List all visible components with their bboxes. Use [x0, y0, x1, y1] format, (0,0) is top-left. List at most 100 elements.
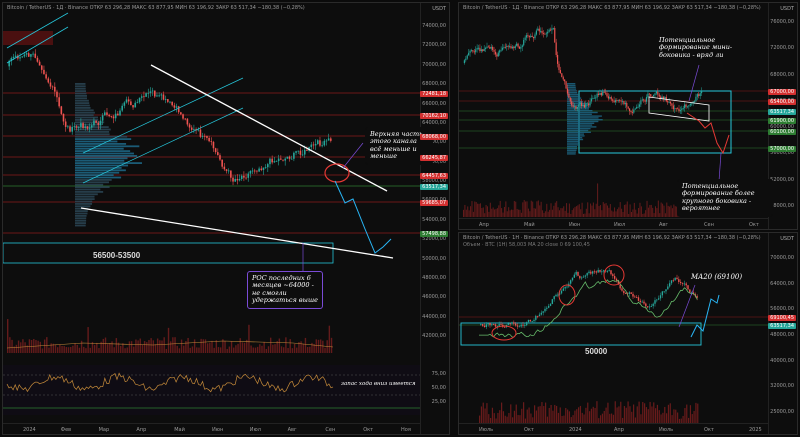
- candle-body: [597, 93, 600, 95]
- volume-profile-bar: [75, 188, 101, 191]
- br-y-axis[interactable]: 70000,00 64000,00 56000,00 48000,00 40000,00…: [768, 233, 797, 434]
- volume-bar: [67, 347, 70, 353]
- tr-x-axis[interactable]: Апр Май Июн Июл Авг Сен Окт: [459, 218, 769, 229]
- volume-bar: [246, 339, 248, 353]
- candle-body: [184, 118, 187, 120]
- candle-body: [67, 126, 69, 128]
- volume-bar: [521, 408, 523, 423]
- candle-body: [615, 278, 618, 281]
- volume-profile-bar: [567, 104, 588, 106]
- candle-body: [645, 96, 648, 102]
- candle-body: [62, 113, 65, 122]
- volume-bar: [667, 205, 669, 217]
- channel-line: [6, 12, 69, 49]
- volume-bar: [263, 341, 265, 353]
- candle-body: [599, 269, 601, 272]
- candle-body: [685, 283, 687, 286]
- volume-bar: [609, 204, 611, 217]
- candle-body: [606, 93, 608, 97]
- candle-body: [684, 104, 686, 109]
- volume-bar: [543, 213, 545, 217]
- br-y-tick: 70000,00: [770, 255, 794, 261]
- volume-profile-bar: [75, 143, 127, 145]
- volume-bar: [259, 344, 261, 353]
- left-x-tick: Сен: [325, 427, 336, 433]
- candle-body: [97, 122, 100, 125]
- volume-bar: [196, 347, 198, 353]
- volume-bar: [542, 210, 544, 217]
- volume-bar: [603, 410, 605, 423]
- volume-bar: [499, 410, 501, 423]
- volume-profile-bar: [75, 109, 94, 112]
- volume-bar: [671, 208, 673, 217]
- left-y-axis[interactable]: 74000,00 72000,00 70000,00 68000,00 66000,00…: [420, 3, 449, 434]
- candle-body: [82, 123, 84, 128]
- volume-profile-bar: [75, 222, 86, 224]
- volume-bar: [506, 211, 508, 217]
- candle-body: [663, 291, 665, 293]
- volume-bar: [631, 411, 633, 423]
- candle-body: [552, 27, 554, 29]
- br-price-chart[interactable]: [459, 233, 797, 434]
- candle-body: [522, 324, 524, 326]
- candle-body: [647, 93, 649, 97]
- candle-body: [208, 137, 210, 142]
- candle-body: [654, 300, 656, 304]
- candle-body: [238, 178, 241, 181]
- br-x-tick: Окт: [704, 427, 714, 433]
- volume-bar: [293, 343, 296, 353]
- candle-body: [492, 324, 495, 325]
- candle-body: [613, 276, 616, 279]
- candle-body: [699, 93, 701, 96]
- volume-bar: [596, 401, 598, 423]
- br-x-tick: Окт: [524, 427, 534, 433]
- candle-body: [612, 274, 614, 277]
- left-chart-panel[interactable]: Bitcoin / TetherUS · 1Д · Binance ОТКР 6…: [2, 2, 450, 435]
- volume-bar: [653, 213, 655, 217]
- candle-body: [686, 106, 689, 108]
- volume-bar: [534, 405, 536, 423]
- candle-body: [58, 97, 60, 107]
- volume-bar: [519, 415, 521, 423]
- candle-body: [674, 108, 676, 110]
- volume-bar: [525, 201, 527, 217]
- volume-bar: [545, 402, 547, 423]
- volume-bar: [574, 410, 576, 423]
- br-ma-label: MA20 (69100): [691, 273, 743, 281]
- candle-body: [108, 114, 110, 117]
- volume-bar: [501, 402, 503, 423]
- candle-body: [572, 105, 574, 107]
- left-x-axis[interactable]: 2024 Фев Мар Апр Май Июн Июл Авг Сен Окт Ноя: [3, 423, 421, 434]
- volume-bar: [632, 209, 634, 217]
- volume-bar: [274, 344, 276, 353]
- volume-profile-bar: [75, 212, 88, 215]
- tr-y-tick: 48000,00: [770, 203, 794, 209]
- left-price-chart[interactable]: [3, 3, 449, 434]
- volume-profile-bar: [75, 85, 86, 88]
- left-note-bottom: POC последних 6 месяцев ~64000 - не смог…: [247, 271, 323, 309]
- candle-body: [582, 276, 585, 278]
- volume-bar: [697, 403, 699, 423]
- candle-body: [40, 65, 43, 70]
- volume-bar: [640, 414, 642, 423]
- volume-bar: [556, 201, 558, 217]
- candle-body: [151, 90, 154, 92]
- volume-bar: [554, 404, 556, 423]
- volume-bar: [15, 344, 18, 353]
- candle-body: [595, 97, 597, 99]
- top-right-chart-panel[interactable]: Bitcoin / TetherUS · 1Д · Binance ОТКР 6…: [458, 2, 798, 230]
- volume-bar: [550, 404, 552, 423]
- br-x-axis[interactable]: Июль Окт 2024 Апр Июль Окт 2025: [459, 423, 769, 434]
- candle-body: [503, 46, 505, 48]
- volume-bar: [78, 347, 81, 353]
- candle-body: [247, 173, 250, 178]
- volume-bar: [600, 415, 602, 423]
- bottom-right-chart-panel[interactable]: Bitcoin / TetherUS · 1Н · Binance ОТКР 6…: [458, 232, 798, 435]
- volume-bar: [276, 341, 278, 353]
- volume-bar: [614, 207, 616, 217]
- candle-body: [230, 170, 232, 178]
- volume-profile-bar: [75, 167, 122, 169]
- volume-bar: [669, 206, 671, 217]
- tr-price-chart[interactable]: [459, 3, 797, 229]
- candle-body: [497, 52, 499, 57]
